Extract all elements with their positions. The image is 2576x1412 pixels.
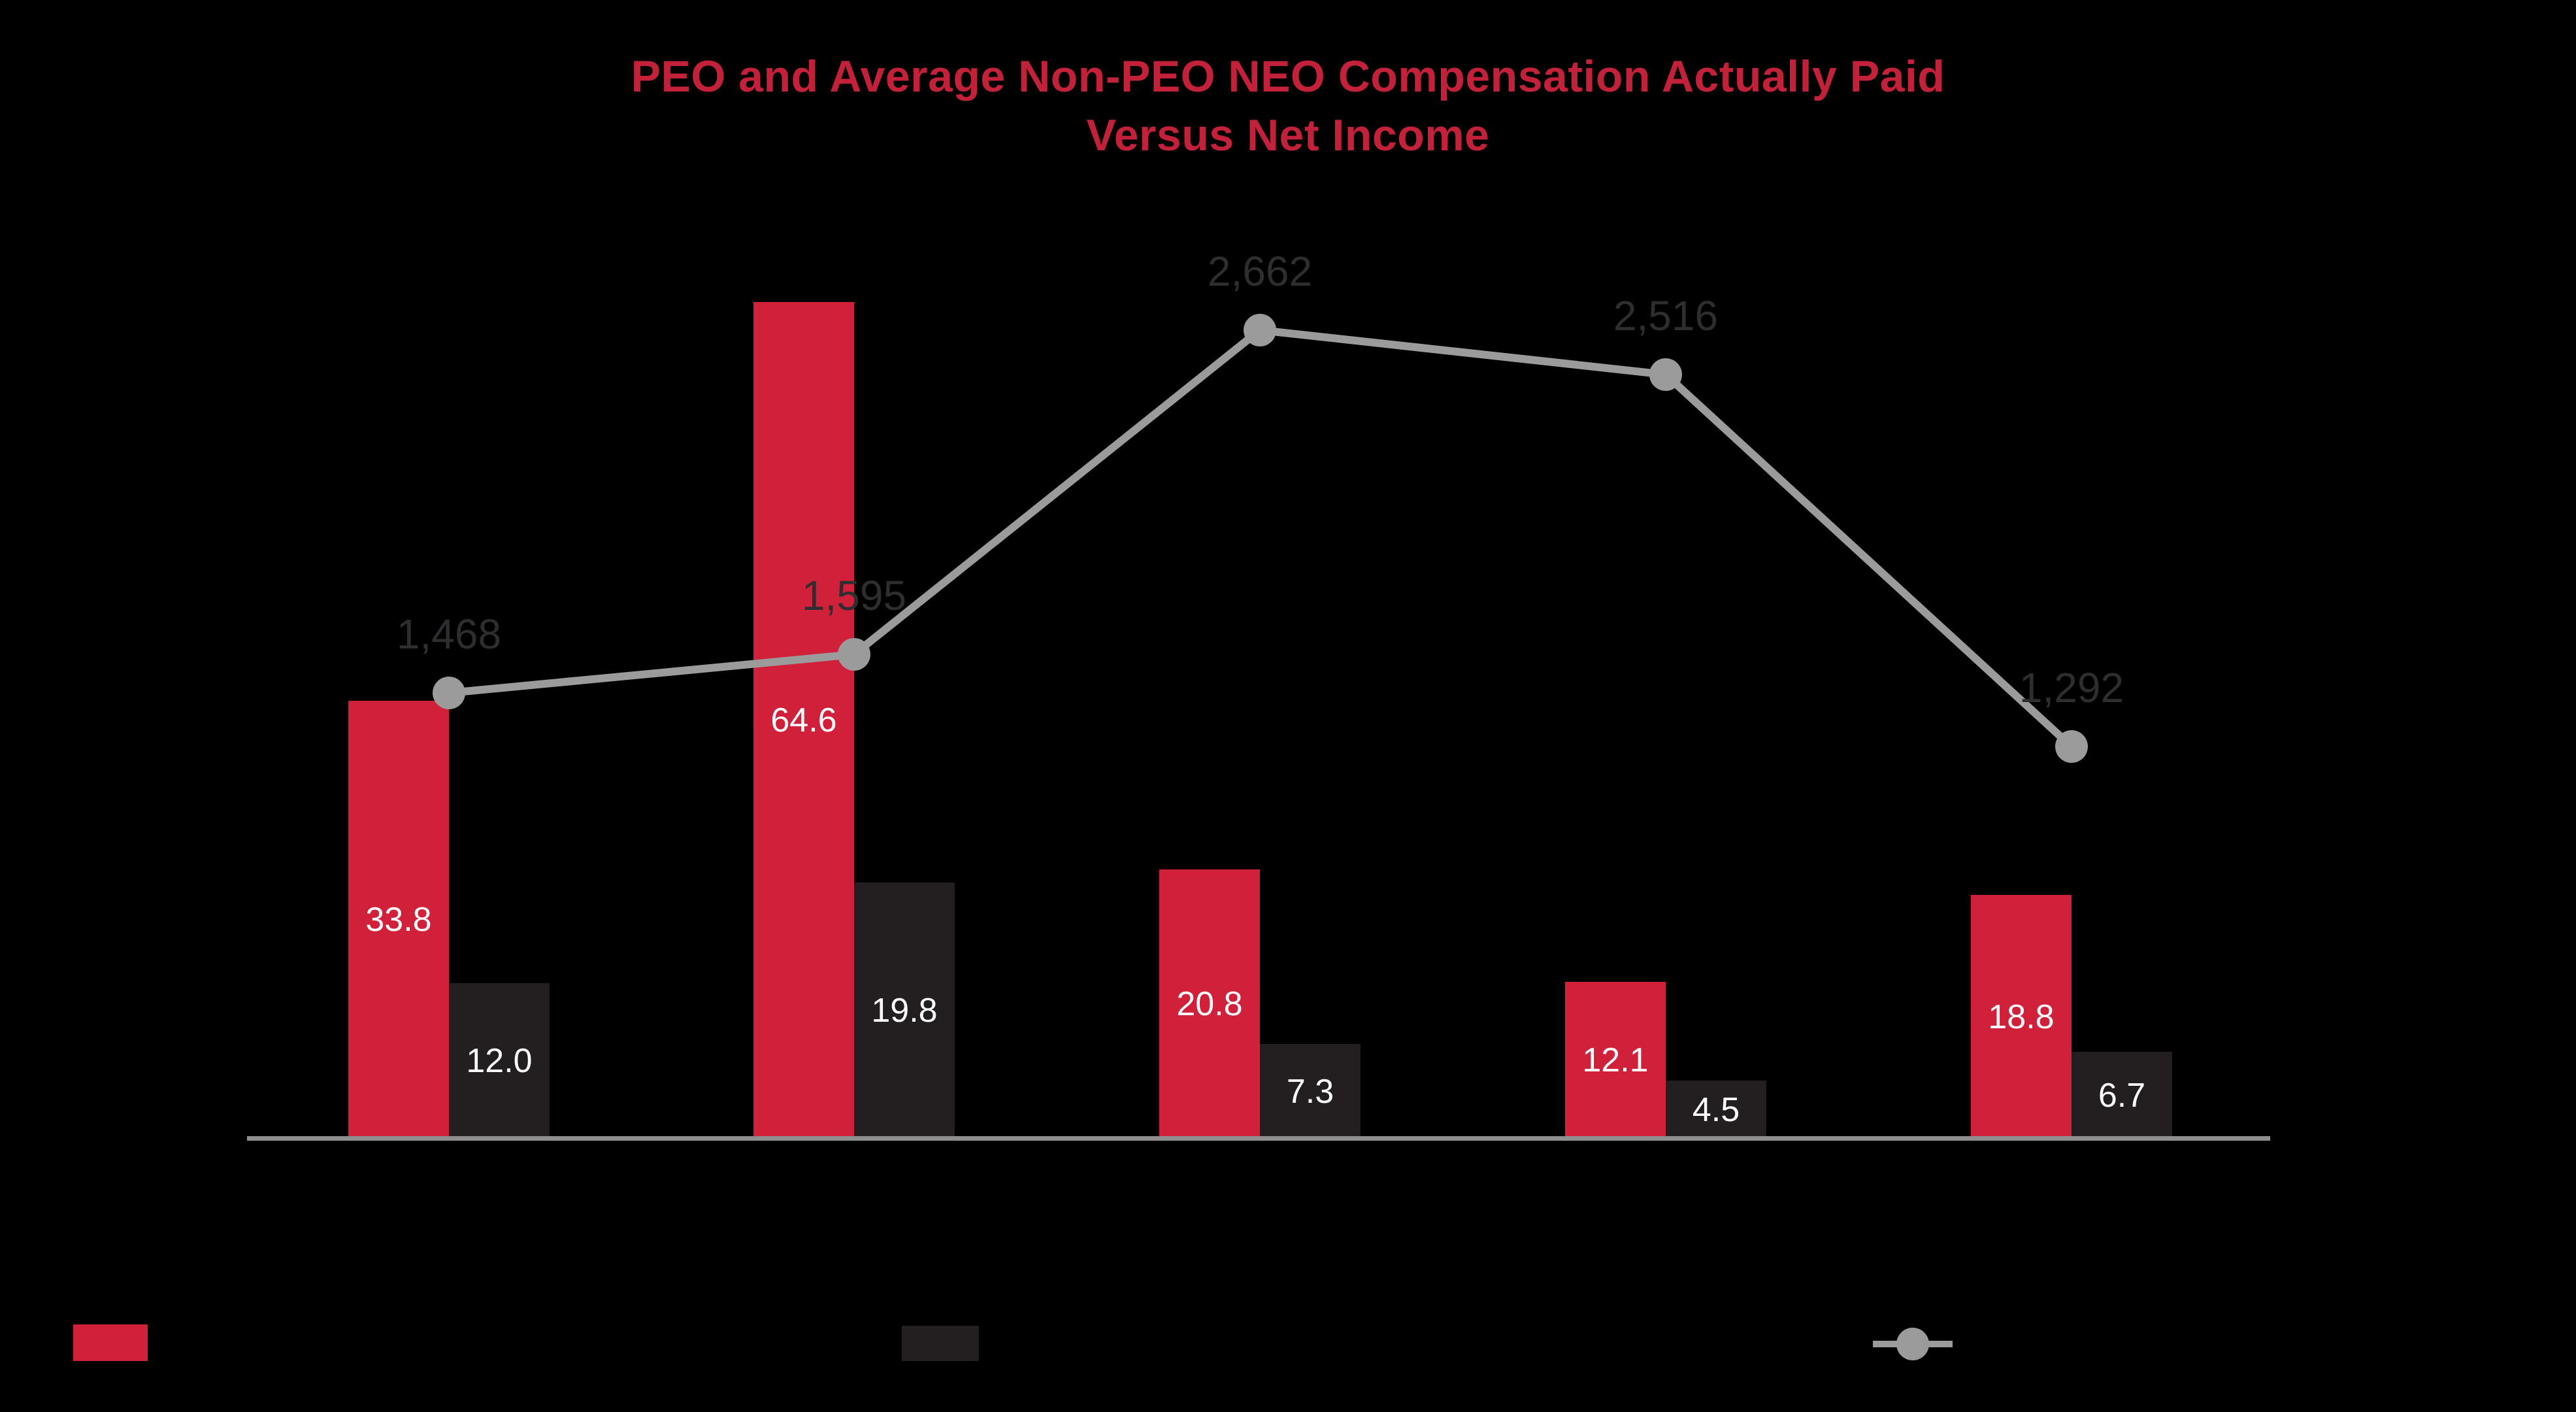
bar-red-5: 18.8 <box>1971 895 2072 1139</box>
bar-value-label: 12.1 <box>1582 1041 1649 1079</box>
legend-line-dot-icon <box>1896 1328 1929 1360</box>
baseline-axis <box>247 1136 2270 1141</box>
chart-title: PEO and Average Non-PEO NEO Compensation… <box>0 47 2576 165</box>
bar-dark-5: 6.7 <box>2072 1052 2172 1139</box>
legend-swatch-red-bar <box>73 1324 148 1361</box>
line-value-label-3: 2,662 <box>1207 248 1313 295</box>
bar-red-1: 33.8 <box>348 701 449 1139</box>
line-value-label-5: 1,292 <box>2019 664 2124 711</box>
bar-value-label: 33.8 <box>365 901 432 939</box>
bar-value-label: 7.3 <box>1286 1072 1334 1111</box>
bar-value-label: 12.0 <box>466 1042 533 1080</box>
bar-value-label: 6.7 <box>2098 1076 2146 1115</box>
bar-value-label: 19.8 <box>871 992 938 1030</box>
bar-value-label: 4.5 <box>1692 1090 1740 1129</box>
bar-value-label: 20.8 <box>1176 985 1243 1023</box>
bar-dark-4: 4.5 <box>1666 1081 1766 1139</box>
bar-red-3: 20.8 <box>1159 869 1260 1139</box>
bar-red-4: 12.1 <box>1565 982 1666 1139</box>
line-value-label-2: 1,595 <box>801 572 907 619</box>
legend-swatch-dark-bar <box>902 1326 979 1361</box>
legend-line-dot-marker <box>1873 1311 1953 1377</box>
line-value-label-1: 1,468 <box>396 611 502 658</box>
bar-dark-1: 12.0 <box>449 983 550 1139</box>
bar-value-label: 18.8 <box>1988 998 2055 1036</box>
chart-title-line-1: PEO and Average Non-PEO NEO Compensation… <box>631 52 1945 101</box>
bar-dark-2: 19.8 <box>854 882 955 1139</box>
bar-dark-3: 7.3 <box>1260 1044 1361 1139</box>
line-value-label-4: 2,516 <box>1613 292 1719 339</box>
chart-title-line-2: Versus Net Income <box>1086 110 1490 160</box>
